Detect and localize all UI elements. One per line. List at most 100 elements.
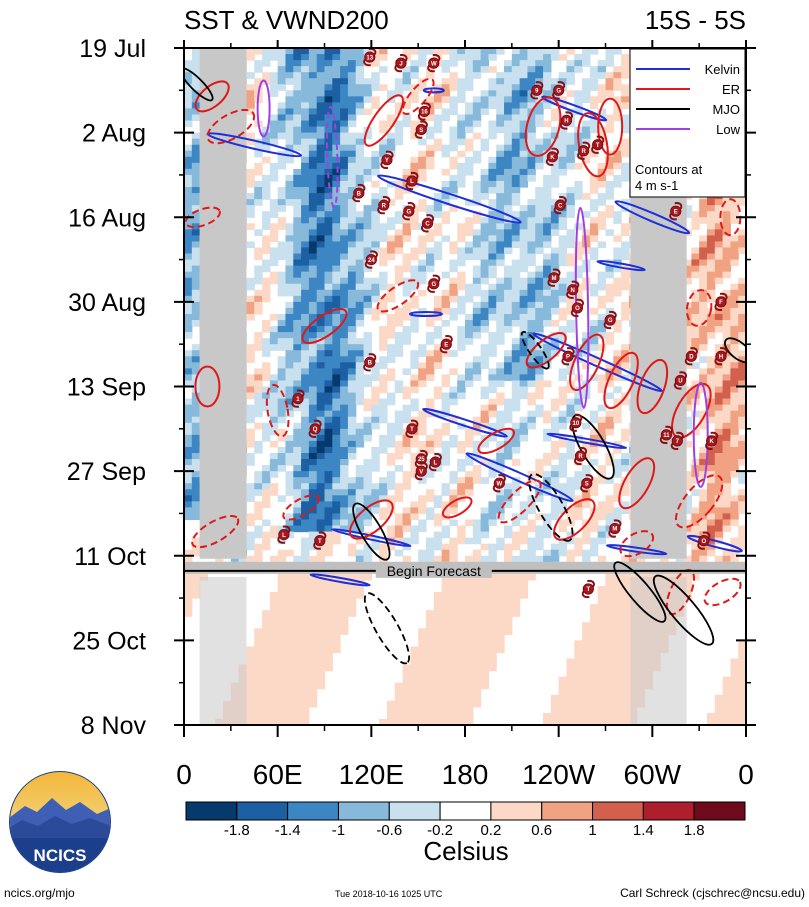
sst-cell	[332, 640, 341, 648]
sst-cell	[324, 265, 333, 273]
sst-cell	[574, 543, 583, 551]
sst-cell	[535, 368, 544, 376]
sst-cell	[269, 640, 279, 648]
sst-cell	[371, 150, 380, 158]
sst-cell	[425, 356, 435, 363]
sst-cell	[285, 60, 294, 67]
sst-cell	[394, 78, 404, 85]
sst-cell	[699, 211, 708, 218]
sst-cell	[332, 616, 341, 623]
sst-cell	[488, 289, 497, 297]
sst-cell	[394, 180, 404, 188]
sst-cell	[457, 180, 466, 188]
sst-cell	[332, 585, 341, 593]
sst-cell	[433, 658, 443, 666]
sst-cell	[277, 616, 287, 623]
sst-cell	[441, 452, 450, 460]
sst-cell	[597, 646, 607, 654]
sst-cell	[324, 102, 333, 110]
sst-cell	[347, 410, 357, 418]
sst-cell	[418, 120, 427, 128]
sst-cell	[184, 410, 193, 418]
sst-cell	[254, 628, 263, 635]
sst-cell	[472, 277, 482, 285]
sst-cell	[480, 507, 490, 515]
sst-cell	[465, 652, 474, 660]
sst-cell	[589, 658, 599, 666]
sst-cell	[425, 398, 435, 406]
sst-cell	[308, 368, 318, 376]
sst-cell	[605, 628, 614, 635]
sst-cell	[621, 483, 630, 490]
sst-cell	[308, 507, 318, 515]
sst-cell	[597, 507, 607, 515]
sst-cell	[324, 519, 333, 527]
sst-cell	[324, 350, 333, 357]
sst-cell	[254, 247, 263, 255]
sst-cell	[621, 452, 630, 460]
sst-cell	[285, 235, 294, 243]
sst-cell	[262, 640, 271, 648]
sst-cell	[472, 96, 482, 103]
sst-cell	[332, 84, 341, 91]
sst-cell	[519, 229, 529, 236]
sst-cell	[425, 446, 435, 454]
sst-cell	[347, 247, 357, 255]
sst-cell	[184, 199, 193, 206]
sst-cell	[340, 217, 349, 224]
sst-cell	[246, 410, 255, 418]
sst-cell	[449, 598, 458, 605]
sst-cell	[558, 537, 568, 545]
sst-cell	[371, 392, 380, 400]
sst-cell	[191, 114, 201, 122]
sst-cell	[340, 150, 349, 158]
sst-cell	[191, 60, 201, 67]
sst-cell	[301, 301, 310, 309]
sst-cell	[293, 682, 302, 690]
sst-cell	[566, 235, 575, 243]
sst-cell	[355, 138, 365, 146]
sst-cell	[574, 223, 583, 230]
sst-cell	[722, 422, 731, 430]
sst-cell	[714, 386, 724, 394]
sst-cell	[293, 132, 302, 140]
sst-cell	[347, 326, 357, 333]
sst-cell	[714, 265, 724, 273]
sst-cell	[308, 114, 318, 122]
sst-cell	[433, 513, 443, 521]
sst-cell	[449, 585, 458, 593]
sst-cell	[722, 507, 731, 515]
sst-cell	[340, 235, 349, 243]
sst-cell	[550, 440, 560, 448]
sst-cell	[293, 247, 302, 255]
sst-cell	[449, 471, 458, 478]
sst-cell	[254, 380, 263, 388]
sst-cell	[332, 386, 341, 394]
sst-cell	[730, 495, 739, 502]
sst-cell	[457, 84, 466, 91]
sst-cell	[605, 78, 614, 85]
sst-cell	[574, 162, 583, 170]
sst-cell	[246, 676, 255, 684]
sst-cell	[191, 592, 201, 599]
sst-cell	[558, 326, 568, 333]
sst-cell	[269, 658, 279, 666]
sst-cell	[394, 271, 404, 279]
sst-cell	[441, 585, 450, 593]
sst-cell	[324, 90, 333, 97]
sst-cell	[535, 459, 544, 466]
sst-cell	[301, 501, 310, 508]
sst-cell	[394, 549, 404, 557]
sst-cell	[449, 259, 458, 267]
sst-cell	[301, 592, 310, 599]
sst-cell	[324, 60, 333, 67]
sst-cell	[316, 205, 326, 212]
sst-cell	[386, 150, 396, 158]
sst-cell	[262, 537, 271, 545]
sst-cell	[308, 344, 318, 351]
sst-cell	[308, 78, 318, 85]
sst-cell	[472, 525, 482, 533]
sst-cell	[254, 150, 263, 158]
sst-cell	[511, 90, 521, 97]
sst-cell	[285, 54, 294, 61]
